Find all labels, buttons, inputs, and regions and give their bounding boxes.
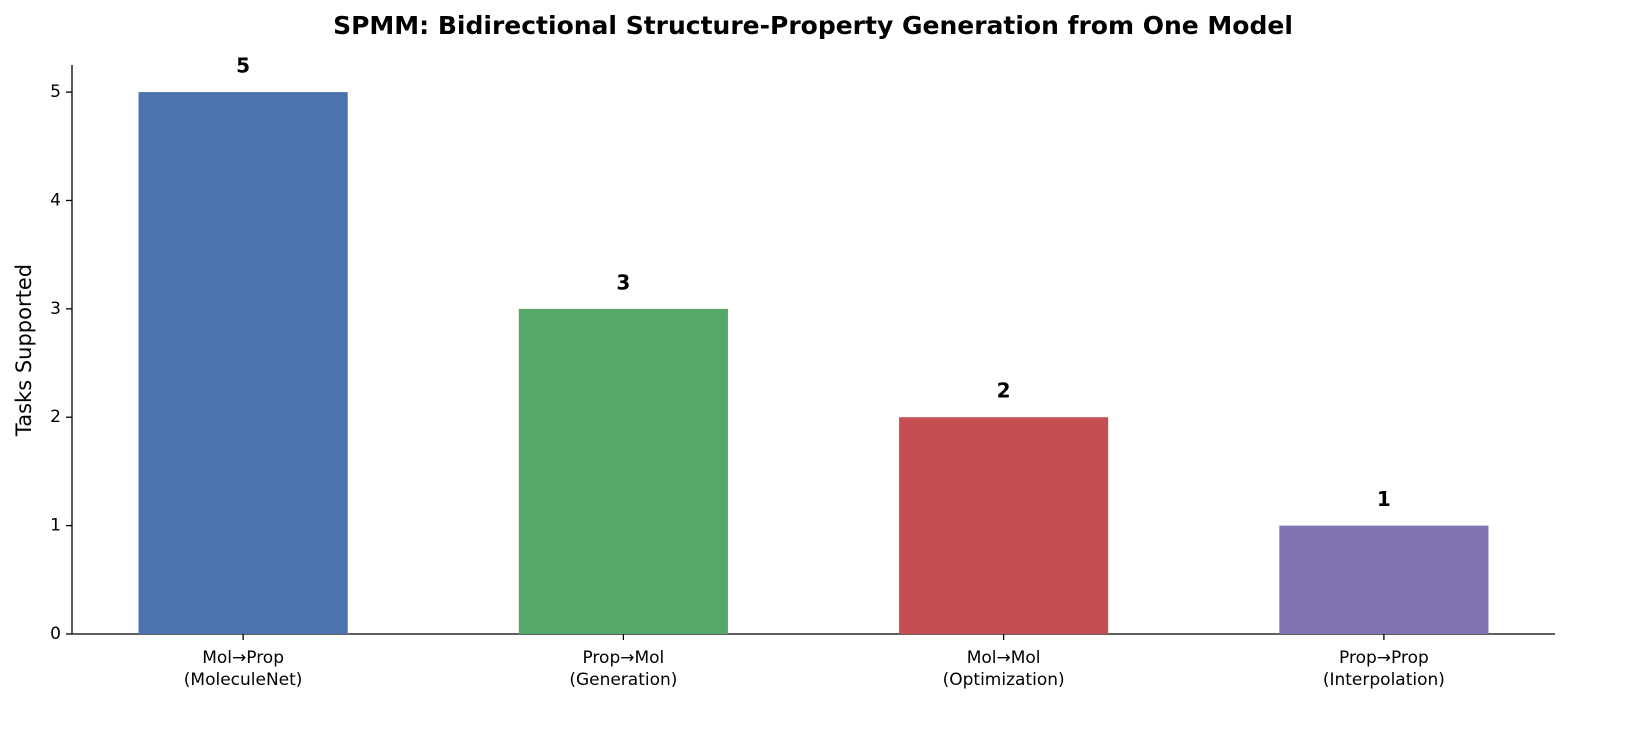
- value-label: 3: [616, 270, 630, 294]
- y-tick-label: 2: [50, 407, 61, 427]
- bar: [1279, 525, 1489, 634]
- x-tick-label: Prop→Prop (Interpolation): [1323, 648, 1445, 690]
- x-tick-label: Mol→Prop (MoleculeNet): [184, 648, 303, 690]
- bar: [518, 308, 728, 634]
- x-tick-label: Prop→Mol (Generation): [569, 648, 677, 690]
- value-label: 1: [1377, 487, 1391, 511]
- y-tick-label: 5: [50, 82, 61, 102]
- y-tick-label: 0: [50, 624, 61, 644]
- value-label: 2: [997, 379, 1011, 403]
- bar: [899, 417, 1109, 634]
- y-axis-label: Tasks Supported: [12, 264, 36, 437]
- value-label: 5: [236, 54, 250, 78]
- y-tick-label: 4: [50, 190, 61, 210]
- y-tick-label: 3: [50, 299, 61, 319]
- chart-title: SPMM: Bidirectional Structure-Property G…: [333, 11, 1293, 40]
- y-tick-label: 1: [50, 516, 61, 536]
- x-tick-label: Mol→Mol (Optimization): [943, 648, 1065, 690]
- bar: [138, 92, 348, 635]
